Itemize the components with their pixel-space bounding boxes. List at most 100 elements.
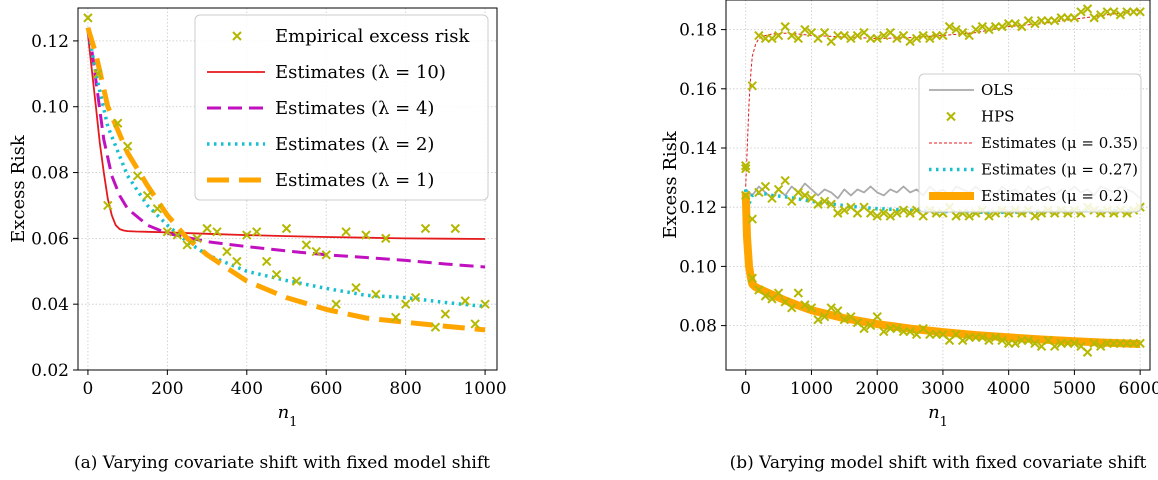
data-point: [261, 256, 272, 267]
data-point: [1115, 10, 1126, 20]
data-point: [371, 289, 381, 300]
legend-label: Estimates (λ = 4): [275, 98, 434, 119]
data-point: [773, 184, 784, 195]
legend-label: OLS: [981, 81, 1014, 99]
x-tick-label: 3000: [921, 379, 964, 399]
y-axis-label: Excess Risk: [660, 130, 681, 239]
data-point: [833, 306, 843, 316]
legend: OLS HPS Estimates (μ = 0.35) Estimates (μ =…: [918, 73, 1142, 213]
data-point: [754, 30, 764, 41]
x-axis-label: n1: [928, 402, 948, 430]
data-point: [905, 208, 915, 218]
data-point: [819, 27, 830, 38]
data-point: [859, 323, 869, 334]
data-point: [1082, 347, 1093, 357]
legend-entry: Estimates (μ = 0.27): [929, 161, 1138, 179]
data-point: [898, 205, 909, 215]
data-point: [351, 283, 361, 293]
data-point: [1023, 16, 1034, 26]
data-point: [1030, 211, 1040, 221]
data-point: [872, 312, 882, 322]
y-tick-label: 0.08: [679, 317, 717, 337]
data-point: [813, 199, 823, 209]
data-point: [741, 164, 751, 174]
data-point: [381, 233, 391, 244]
data-point: [741, 190, 751, 201]
data-point: [879, 326, 889, 337]
legend-marker: [232, 31, 242, 41]
data-point: [212, 227, 222, 237]
legend-label: Estimates (λ = 2): [275, 134, 434, 155]
data-point: [767, 193, 777, 204]
data-point: [162, 227, 173, 237]
data-point: [281, 223, 292, 234]
x-tick-label: 800: [389, 379, 421, 399]
data-point: [826, 199, 836, 209]
y-tick-label: 0.04: [31, 295, 69, 315]
data-point: [182, 240, 192, 250]
data-point: [142, 190, 153, 201]
data-point: [1023, 335, 1034, 346]
data-point: [964, 211, 974, 221]
data-point: [470, 319, 480, 329]
data-point: [1010, 18, 1020, 29]
data-point: [925, 33, 935, 44]
x-tick-label: 0: [83, 379, 94, 399]
series-line: [87, 34, 486, 240]
data-point: [951, 211, 961, 221]
data-point: [747, 214, 758, 224]
data-point: [1010, 338, 1020, 349]
data-point: [905, 326, 915, 337]
x-tick-label: 400: [231, 379, 263, 399]
x-tick-label: 2000: [856, 379, 899, 399]
data-point: [839, 205, 850, 215]
data-point: [879, 208, 889, 218]
legend-label: HPS: [981, 108, 1014, 126]
series-line: [741, 192, 1141, 348]
data-point: [793, 33, 804, 44]
data-point: [252, 227, 262, 237]
data-point: [291, 276, 302, 286]
data-point: [122, 141, 133, 151]
data-point: [872, 33, 882, 44]
plot-area: [83, 13, 490, 333]
data-point: [813, 314, 823, 325]
data-point: [331, 299, 341, 309]
data-point: [944, 21, 955, 32]
data-point: [971, 24, 981, 35]
data-point: [747, 273, 758, 283]
data-point: [400, 299, 411, 309]
data-point: [977, 332, 988, 343]
legend-label: Estimates (λ = 10): [275, 62, 446, 83]
data-point: [846, 33, 856, 44]
data-point: [341, 227, 351, 237]
data-point: [1049, 16, 1060, 26]
data-point: [430, 322, 441, 332]
data-point: [990, 332, 1001, 343]
data-point: [865, 208, 876, 218]
legend-entry: Estimates (λ = 2): [207, 134, 434, 155]
data-point: [1135, 7, 1145, 17]
data-point: [202, 223, 212, 234]
data-point: [1095, 341, 1106, 352]
data-point: [800, 24, 810, 35]
legend-marker: [946, 111, 956, 122]
y-tick-label: 0.10: [31, 98, 69, 118]
legend-label: Estimates (μ = 0.27): [981, 161, 1138, 179]
legend-entry: Estimates (μ = 0.35): [929, 134, 1138, 152]
chart-a: 0 200 400 600 800 1000 0.02 0.04 0.06 0.08 0.10 0.1…: [8, 7, 507, 473]
data-point: [977, 21, 988, 32]
data-point: [800, 190, 810, 201]
data-point: [113, 118, 123, 128]
data-point: [271, 269, 282, 280]
data-point: [222, 246, 232, 257]
legend-label: Estimates (μ = 0.35): [981, 134, 1138, 152]
data-point: [872, 211, 882, 221]
x-tick-label: 1000: [790, 379, 833, 399]
y-tick-label: 0.12: [679, 198, 717, 218]
data-point: [905, 36, 915, 47]
data-point: [773, 288, 784, 298]
legend-entry: OLS: [929, 81, 1014, 99]
data-point: [865, 320, 876, 331]
data-point: [911, 33, 922, 44]
